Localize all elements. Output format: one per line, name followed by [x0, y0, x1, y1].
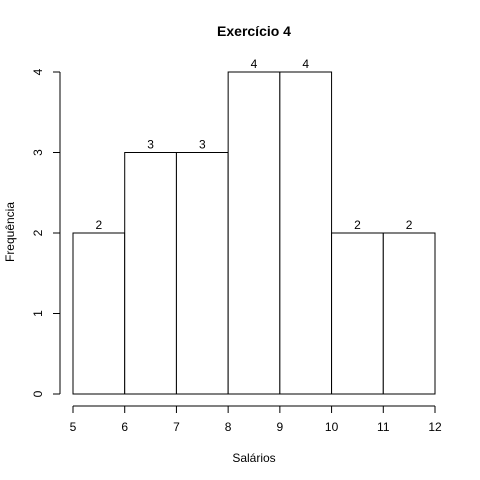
data-label-5: 2	[354, 218, 361, 232]
y-tick-label-2: 2	[31, 229, 45, 236]
y-axis: 0 1 2 3 4	[31, 68, 61, 397]
data-label-6: 2	[406, 218, 413, 232]
data-label-2: 3	[199, 138, 206, 152]
x-tick-label-5: 10	[325, 420, 339, 434]
x-tick-label-7: 12	[428, 420, 442, 434]
bar-3	[227, 71, 281, 395]
y-tick-label-3: 3	[31, 149, 45, 156]
data-label-0: 2	[96, 218, 103, 232]
data-label-4: 4	[302, 57, 309, 71]
y-axis-label: Frequência	[3, 202, 17, 262]
bar-1	[124, 152, 177, 395]
x-tick-label-1: 6	[121, 420, 128, 434]
bar-2	[175, 152, 229, 395]
bars-group	[72, 71, 436, 395]
x-axis-label: Salários	[232, 451, 275, 465]
y-tick-label-4: 4	[31, 68, 45, 75]
data-labels-group: 2 3 3 4 4 2 2	[96, 57, 413, 232]
bar-0	[72, 232, 126, 395]
x-tick-label-4: 9	[277, 420, 284, 434]
bar-4	[279, 71, 333, 395]
data-label-1: 3	[147, 138, 154, 152]
bar-6	[382, 232, 436, 395]
chart-title: Exercício 4	[217, 23, 291, 39]
y-tick-label-1: 1	[31, 310, 45, 317]
data-label-3: 4	[251, 57, 258, 71]
x-tick-label-2: 7	[173, 420, 180, 434]
x-axis: 5 6 7 8 9 10 11 12	[70, 405, 442, 434]
x-tick-label-3: 8	[225, 420, 232, 434]
x-tick-label-0: 5	[70, 420, 77, 434]
x-tick-label-6: 11	[377, 420, 390, 434]
y-tick-label-0: 0	[31, 390, 45, 397]
bar-5	[331, 232, 384, 395]
